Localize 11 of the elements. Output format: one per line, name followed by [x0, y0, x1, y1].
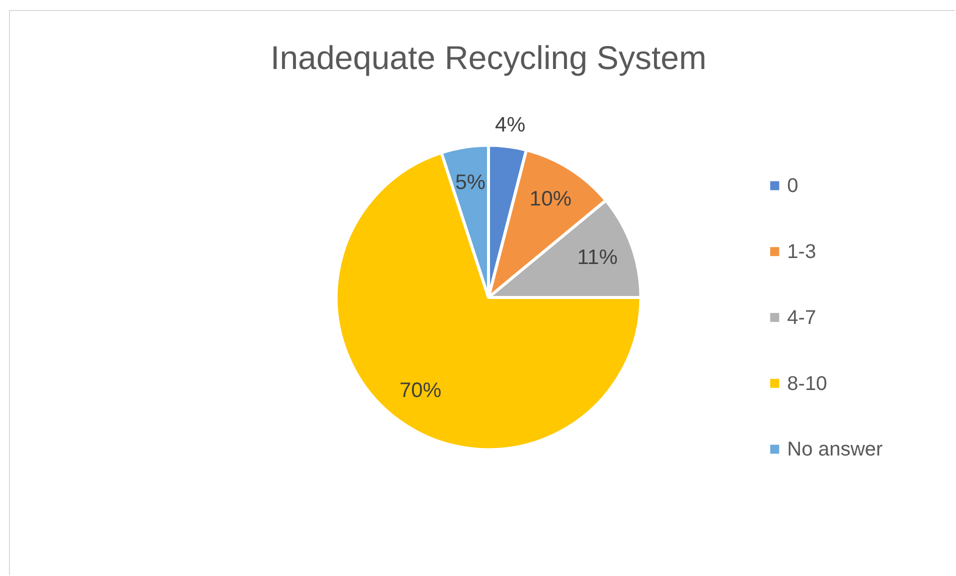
chart-title: Inadequate Recycling System — [270, 39, 706, 76]
legend-label: No answer — [787, 438, 884, 461]
data-label: 4% — [495, 113, 526, 136]
data-label: 70% — [399, 378, 442, 402]
data-label: 5% — [455, 171, 486, 194]
legend-label: 4-7 — [787, 306, 816, 329]
legend-label: 0 — [787, 175, 798, 198]
legend-label: 8-10 — [787, 372, 828, 395]
data-label: 11% — [577, 246, 618, 270]
legend-label: 1-3 — [787, 241, 816, 264]
data-label: 10% — [530, 188, 572, 211]
